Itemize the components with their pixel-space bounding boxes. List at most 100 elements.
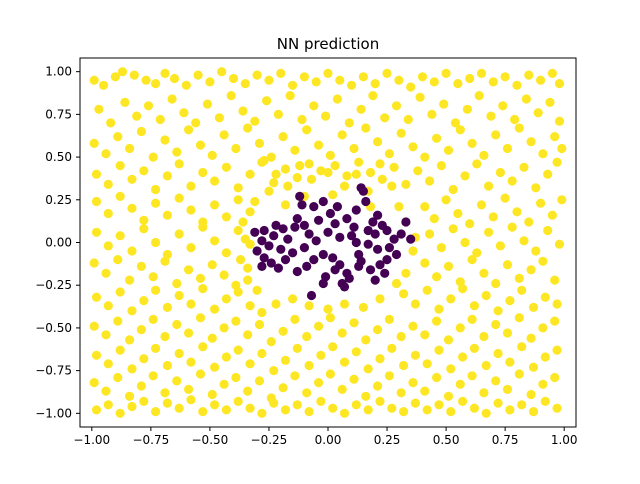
- scatter-point-class-0: [453, 79, 463, 89]
- scatter-point-class-0: [509, 114, 520, 125]
- scatter-point-class-0: [299, 72, 309, 82]
- scatter-point-class-0: [408, 246, 418, 256]
- scatter-point-class-0: [245, 301, 255, 311]
- scatter-point-class-1: [330, 219, 340, 229]
- scatter-point-class-0: [151, 407, 161, 417]
- scatter-point-class-0: [389, 162, 399, 172]
- scatter-point-class-0: [476, 68, 487, 78]
- scatter-point-class-0: [221, 352, 231, 362]
- scatter-point-class-0: [387, 181, 397, 191]
- scatter-point-class-0: [148, 314, 158, 324]
- scatter-point-class-0: [547, 68, 558, 78]
- scatter-point-class-0: [115, 191, 125, 201]
- scatter-point-class-0: [103, 359, 113, 369]
- scatter-point-class-0: [505, 296, 515, 306]
- scatter-point-class-0: [271, 169, 281, 179]
- y-tick-label: 0.25: [45, 193, 72, 207]
- scatter-point-class-0: [280, 405, 291, 415]
- scatter-point-class-0: [533, 108, 543, 118]
- scatter-point-class-0: [446, 407, 456, 417]
- scatter-point-class-0: [174, 193, 184, 203]
- scatter-point-class-0: [151, 343, 161, 353]
- scatter-point-class-0: [540, 292, 550, 302]
- scatter-point-class-0: [394, 75, 404, 85]
- scatter-point-class-0: [401, 268, 411, 278]
- scatter-point-class-1: [276, 244, 286, 254]
- scatter-point-class-0: [219, 130, 229, 140]
- scatter-point-class-0: [292, 400, 302, 410]
- scatter-point-class-0: [377, 174, 387, 184]
- scatter-point-class-0: [328, 403, 338, 413]
- x-tick-label: −0.50: [192, 433, 229, 447]
- scatter-point-class-1: [280, 255, 291, 265]
- scatter-point-class-0: [363, 405, 373, 415]
- scatter-point-class-0: [89, 321, 99, 331]
- scatter-point-class-0: [285, 91, 295, 101]
- scatter-point-class-0: [422, 359, 432, 369]
- scatter-point-class-0: [479, 150, 489, 160]
- scatter-point-class-0: [210, 176, 220, 186]
- scatter-point-class-0: [476, 200, 487, 210]
- scatter-point-class-0: [550, 372, 560, 383]
- scatter-point-class-0: [259, 155, 269, 166]
- scatter-point-class-0: [103, 241, 113, 251]
- scatter-point-class-0: [172, 376, 182, 386]
- scatter-point-class-0: [292, 343, 302, 353]
- scatter-point-class-0: [538, 256, 548, 266]
- scatter-point-class-1: [318, 278, 328, 289]
- scatter-point-class-0: [356, 104, 366, 114]
- scatter-point-class-1: [344, 273, 354, 283]
- scatter-point-class-0: [382, 68, 392, 78]
- scatter-point-class-0: [538, 323, 548, 333]
- scatter-point-class-0: [91, 227, 102, 237]
- scatter-point-class-1: [373, 244, 383, 254]
- scatter-point-class-0: [151, 285, 161, 295]
- scatter-point-class-1: [363, 239, 373, 249]
- scatter-point-class-0: [396, 128, 406, 138]
- scatter-point-class-0: [528, 407, 539, 417]
- scatter-point-class-0: [373, 137, 383, 147]
- scatter-point-class-0: [422, 405, 432, 415]
- scatter-point-class-0: [195, 273, 206, 283]
- scatter-point-class-0: [500, 72, 510, 82]
- scatter-point-class-0: [91, 292, 102, 302]
- scatter-point-class-0: [221, 294, 231, 304]
- scatter-point-class-0: [148, 272, 158, 282]
- x-tick-label: 0.25: [374, 433, 401, 447]
- scatter-point-class-0: [488, 77, 498, 87]
- scatter-point-class-1: [347, 231, 357, 241]
- scatter-point-class-0: [481, 290, 491, 301]
- scatter-point-class-0: [554, 79, 565, 89]
- scatter-point-class-0: [443, 261, 454, 271]
- scatter-point-class-0: [233, 396, 243, 406]
- scatter-point-class-0: [257, 408, 267, 418]
- scatter-point-class-0: [436, 243, 446, 253]
- scatter-point-class-0: [288, 294, 298, 304]
- scatter-point-class-0: [375, 396, 385, 406]
- scatter-point-class-0: [125, 275, 135, 285]
- scatter-point-class-0: [181, 80, 191, 90]
- scatter-point-class-0: [240, 234, 250, 244]
- scatter-point-class-0: [422, 285, 432, 295]
- scatter-point-class-0: [351, 347, 361, 357]
- scatter-point-class-0: [446, 294, 456, 304]
- scatter-point-class-0: [472, 159, 482, 169]
- scatter-point-class-0: [479, 388, 489, 398]
- scatter-point-class-0: [238, 217, 248, 227]
- scatter-point-class-0: [262, 96, 272, 106]
- scatter-point-class-0: [257, 307, 267, 318]
- scatter-point-class-0: [160, 388, 170, 398]
- scatter-point-class-0: [339, 299, 350, 309]
- x-tick-label: −0.75: [132, 433, 169, 447]
- scatter-point-class-0: [172, 147, 182, 157]
- scatter-point-class-1: [264, 241, 274, 251]
- scatter-point-class-0: [528, 362, 539, 372]
- scatter-point-class-0: [363, 364, 373, 374]
- scatter-point-class-0: [103, 208, 113, 219]
- y-tick-label: −0.50: [35, 321, 72, 335]
- scatter-point-class-0: [151, 79, 161, 89]
- x-tick-label: 0.75: [492, 433, 519, 447]
- points-layer: [89, 67, 567, 418]
- scatter-point-class-0: [550, 275, 560, 285]
- scatter-point-class-0: [432, 133, 442, 143]
